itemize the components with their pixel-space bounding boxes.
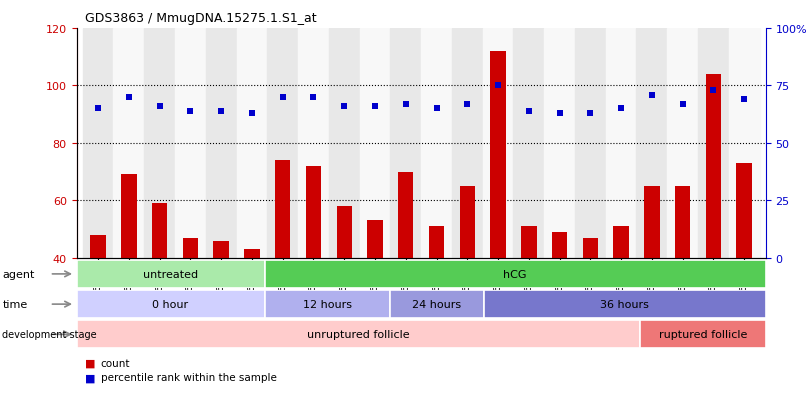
Bar	[484, 290, 766, 318]
Bar	[359, 29, 390, 258]
Bar	[675, 187, 690, 258]
Point	[214, 108, 227, 115]
Text: GDS3863 / MmugDNA.15275.1.S1_at: GDS3863 / MmugDNA.15275.1.S1_at	[85, 12, 316, 25]
Text: ■: ■	[85, 358, 95, 368]
Bar	[637, 29, 667, 258]
Point	[399, 101, 412, 108]
Bar	[298, 29, 329, 258]
Bar	[206, 29, 236, 258]
Text: 12 hours: 12 hours	[303, 299, 351, 309]
Bar	[521, 227, 537, 258]
Bar	[641, 320, 766, 349]
Bar	[644, 187, 659, 258]
Text: untreated: untreated	[143, 269, 198, 279]
Bar	[698, 29, 729, 258]
Bar	[329, 29, 359, 258]
Bar	[606, 29, 637, 258]
Point	[461, 101, 474, 108]
Point	[646, 92, 659, 99]
Bar	[236, 29, 268, 258]
Bar	[264, 260, 766, 288]
Text: time: time	[2, 299, 27, 309]
Point	[430, 106, 443, 112]
Bar	[613, 227, 629, 258]
Bar	[398, 172, 413, 258]
Bar	[513, 29, 544, 258]
Bar	[144, 29, 175, 258]
Bar	[114, 29, 144, 258]
Text: development stage: development stage	[2, 330, 97, 339]
Bar	[459, 187, 475, 258]
Bar	[244, 249, 260, 258]
Point	[676, 101, 689, 108]
Bar	[77, 320, 641, 349]
Bar	[152, 204, 168, 258]
Text: unruptured follicle: unruptured follicle	[307, 330, 409, 339]
Bar	[483, 29, 513, 258]
Point	[737, 97, 750, 103]
Text: count: count	[101, 358, 131, 368]
Text: 0 hour: 0 hour	[152, 299, 189, 309]
Bar	[183, 238, 198, 258]
Bar	[305, 166, 321, 258]
Bar	[275, 161, 290, 258]
Point	[338, 104, 351, 110]
Bar	[544, 29, 575, 258]
Bar	[490, 52, 505, 258]
Text: hCG: hCG	[504, 269, 527, 279]
Point	[307, 94, 320, 101]
Point	[553, 110, 566, 117]
Point	[584, 110, 596, 117]
Point	[276, 94, 289, 101]
Point	[492, 83, 505, 90]
Point	[615, 106, 628, 112]
Bar	[706, 75, 721, 258]
Bar	[390, 290, 484, 318]
Text: 24 hours: 24 hours	[412, 299, 461, 309]
Text: 36 hours: 36 hours	[600, 299, 649, 309]
Bar	[452, 29, 483, 258]
Bar	[552, 233, 567, 258]
Point	[522, 108, 535, 115]
Bar	[421, 29, 452, 258]
Bar	[667, 29, 698, 258]
Bar	[337, 206, 352, 258]
Text: ■: ■	[85, 373, 95, 382]
Bar	[77, 260, 264, 288]
Bar	[583, 238, 598, 258]
Bar	[214, 241, 229, 258]
Bar	[737, 164, 752, 258]
Bar	[575, 29, 606, 258]
Text: ruptured follicle: ruptured follicle	[659, 330, 747, 339]
Text: agent: agent	[2, 269, 35, 279]
Bar	[268, 29, 298, 258]
Bar	[121, 175, 136, 258]
Point	[246, 110, 259, 117]
Point	[92, 106, 105, 112]
Point	[184, 108, 197, 115]
Bar	[175, 29, 206, 258]
Point	[368, 104, 381, 110]
Point	[707, 88, 720, 94]
Bar	[90, 235, 106, 258]
Point	[153, 104, 166, 110]
Text: percentile rank within the sample: percentile rank within the sample	[101, 373, 276, 382]
Bar	[368, 221, 383, 258]
Bar	[390, 29, 421, 258]
Bar	[429, 227, 444, 258]
Bar	[83, 29, 114, 258]
Bar	[729, 29, 759, 258]
Bar	[77, 290, 264, 318]
Bar	[264, 290, 390, 318]
Point	[123, 94, 135, 101]
